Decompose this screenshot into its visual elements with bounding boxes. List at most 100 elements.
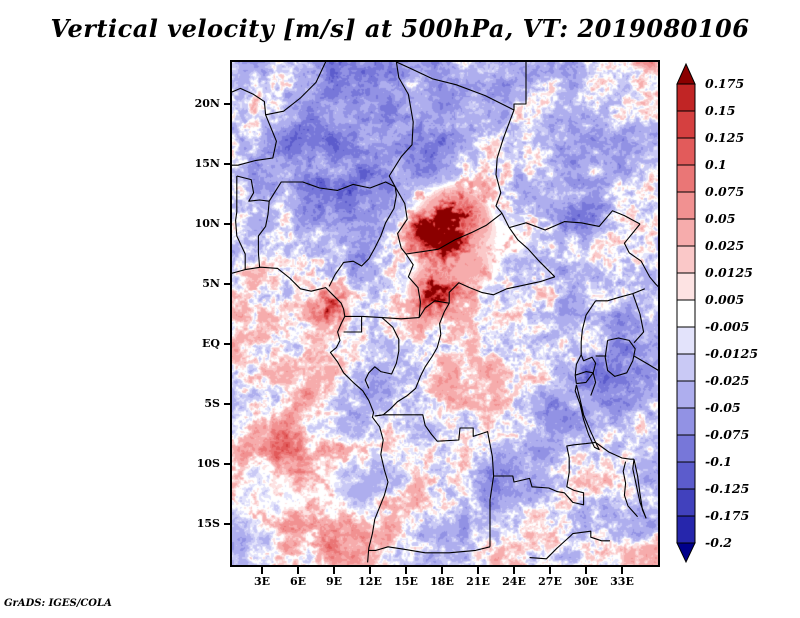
colorbar-boundary-label: -0.005	[705, 319, 750, 334]
x-tick-label: 33E	[610, 575, 634, 588]
colorbar-boundary-label: -0.0125	[705, 346, 759, 361]
colorbar-under-arrow	[676, 542, 696, 564]
border-line	[513, 62, 527, 110]
x-tick-mark	[261, 567, 263, 574]
y-tick-mark	[224, 163, 231, 165]
x-tick-mark	[333, 567, 335, 574]
x-tick-label: 18E	[430, 575, 454, 588]
y-tick-mark	[224, 343, 231, 345]
border-line	[576, 372, 594, 385]
y-tick-label: 15N	[194, 157, 220, 170]
border-line	[405, 212, 503, 255]
border-line	[574, 384, 600, 451]
y-tick-label: EQ	[202, 337, 220, 350]
border-line	[374, 276, 555, 417]
colorbar-boundary-label: 0.15	[705, 103, 736, 118]
border-line	[590, 372, 597, 396]
border-line	[633, 355, 660, 373]
y-tick-mark	[224, 403, 231, 405]
border-line	[575, 354, 597, 376]
border-line	[388, 62, 414, 188]
border-line	[495, 109, 515, 214]
y-tick-mark	[224, 523, 231, 525]
colorbar	[676, 62, 696, 564]
colorbar-segment	[676, 245, 696, 274]
border-line	[232, 266, 389, 563]
colorbar-segment	[676, 272, 696, 301]
colorbar-segment	[676, 137, 696, 166]
border-line	[604, 337, 636, 377]
grads-attribution: GrADS: IGES/COLA	[4, 598, 112, 609]
y-tick-label: 15S	[196, 517, 220, 530]
border-line	[595, 288, 646, 302]
vertical-velocity-shaded-field	[232, 62, 660, 567]
y-tick-label: 20N	[194, 97, 220, 110]
border-line	[394, 186, 421, 318]
x-tick-mark	[369, 567, 371, 574]
x-tick-label: 6E	[289, 575, 307, 588]
x-tick-mark	[513, 567, 515, 574]
colorbar-segment	[676, 515, 696, 544]
colorbar-segment	[676, 461, 696, 490]
colorbar-segment	[676, 353, 696, 382]
border-line	[328, 186, 397, 287]
border-line	[235, 176, 246, 270]
y-tick-label: 5S	[204, 397, 220, 410]
x-tick-label: 12E	[358, 575, 382, 588]
colorbar-segment	[676, 218, 696, 247]
plot-title: Vertical velocity [m/s] at 500hPa, VT: 2…	[50, 14, 750, 43]
colorbar-segment	[676, 326, 696, 355]
border-line	[343, 316, 363, 333]
colorbar-boundary-label: -0.05	[705, 400, 741, 415]
border-line	[268, 181, 396, 202]
colorbar-segment	[676, 299, 696, 328]
colorbar-boundary-label: -0.075	[705, 427, 750, 442]
border-line	[493, 441, 596, 506]
colorbar-boundary-label: 0.075	[705, 184, 745, 199]
border-line	[418, 300, 450, 318]
border-line	[632, 293, 645, 344]
border-line	[632, 459, 647, 519]
border-line	[232, 62, 327, 116]
border-line	[344, 315, 420, 320]
border-line	[622, 461, 639, 518]
border-line	[623, 223, 660, 290]
border-line	[396, 62, 515, 111]
x-tick-mark	[585, 567, 587, 574]
border-line	[257, 201, 270, 268]
x-tick-label: 24E	[502, 575, 526, 588]
colorbar-boundary-label: -0.125	[705, 481, 750, 496]
y-tick-mark	[224, 283, 231, 285]
colorbar-segment	[676, 164, 696, 193]
colorbar-boundary-label: 0.125	[705, 130, 745, 145]
y-tick-mark	[224, 463, 231, 465]
colorbar-segment	[676, 407, 696, 436]
colorbar-segment	[676, 434, 696, 463]
colorbar-segment	[676, 488, 696, 517]
border-line	[574, 300, 597, 384]
colorbar-over-arrow	[676, 62, 696, 85]
colorbar-segment	[676, 110, 696, 139]
colorbar-boundary-label: -0.175	[705, 508, 750, 523]
colorbar-boundary-label: -0.2	[705, 535, 732, 550]
x-tick-mark	[621, 567, 623, 574]
country-borders-overlay	[232, 62, 660, 563]
x-tick-label: 9E	[325, 575, 343, 588]
colorbar-segment	[676, 380, 696, 409]
border-line	[489, 475, 495, 547]
border-line	[364, 317, 400, 389]
x-tick-label: 27E	[538, 575, 562, 588]
x-tick-mark	[405, 567, 407, 574]
x-tick-label: 30E	[574, 575, 598, 588]
border-line	[236, 175, 270, 202]
x-tick-label: 21E	[466, 575, 490, 588]
y-tick-label: 10S	[196, 457, 220, 470]
colorbar-boundary-label: 0.025	[705, 238, 745, 253]
x-tick-mark	[441, 567, 443, 574]
colorbar-boundary-label: 0.005	[705, 292, 745, 307]
border-line	[529, 530, 610, 560]
x-tick-label: 15E	[394, 575, 418, 588]
x-tick-mark	[549, 567, 551, 574]
x-tick-mark	[297, 567, 299, 574]
colorbar-boundary-label: 0.1	[705, 157, 727, 172]
